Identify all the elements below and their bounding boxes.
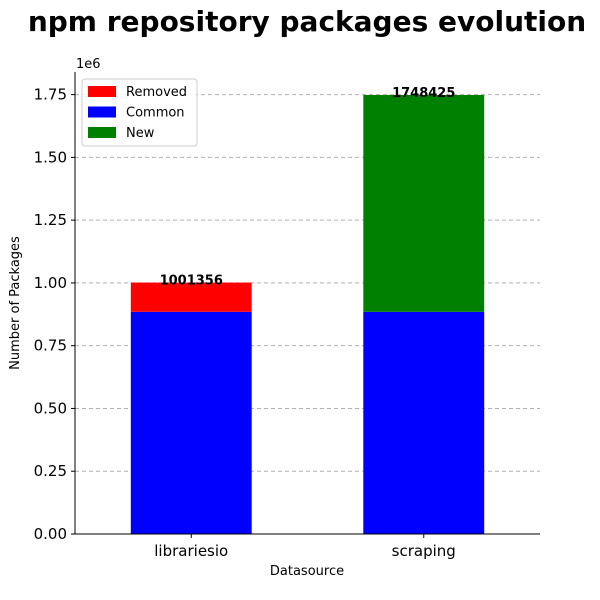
y-tick-label: 1.25 bbox=[34, 211, 67, 229]
data-label-total: 1748425 bbox=[392, 86, 455, 101]
y-tick-label: 0.00 bbox=[34, 525, 67, 543]
data-labels: 1001356 1748425 bbox=[160, 86, 456, 289]
chart-title: npm repository packages evolution bbox=[28, 5, 586, 38]
bars bbox=[130, 94, 485, 534]
axes bbox=[74, 72, 540, 535]
bar-common-scraping bbox=[363, 311, 485, 534]
x-ticks: librariesio scraping bbox=[154, 534, 456, 560]
y-tick-label: 0.50 bbox=[34, 399, 67, 417]
y-tick-label: 1.75 bbox=[34, 86, 67, 104]
x-tick-label: scraping bbox=[392, 542, 456, 560]
legend-swatch-new bbox=[88, 127, 116, 138]
legend-swatch-removed bbox=[88, 86, 116, 97]
x-tick-label: librariesio bbox=[154, 542, 228, 560]
y-axis-offset-label: 1e6 bbox=[76, 57, 101, 72]
y-ticks: 0.00 0.25 0.50 0.75 1.00 1.25 1.50 1.75 bbox=[34, 86, 75, 543]
y-tick-label: 0.25 bbox=[34, 462, 67, 480]
legend-label-removed: Removed bbox=[126, 85, 187, 100]
legend-swatch-common bbox=[88, 106, 116, 118]
legend-label-new: New bbox=[126, 126, 155, 141]
y-tick-label: 1.50 bbox=[34, 148, 67, 166]
y-tick-label: 0.75 bbox=[34, 337, 67, 355]
legend: Removed Common New bbox=[81, 78, 198, 147]
bar-new-scraping bbox=[363, 94, 485, 312]
x-axis-label: Datasource bbox=[270, 564, 344, 579]
bar-common-librariesio bbox=[130, 311, 252, 534]
y-axis-label: Number of Packages bbox=[8, 236, 23, 370]
data-label-total: 1001356 bbox=[160, 274, 223, 289]
y-tick-label: 1.00 bbox=[34, 274, 67, 292]
bar-removed-librariesio bbox=[130, 282, 252, 312]
legend-label-common: Common bbox=[126, 106, 185, 121]
